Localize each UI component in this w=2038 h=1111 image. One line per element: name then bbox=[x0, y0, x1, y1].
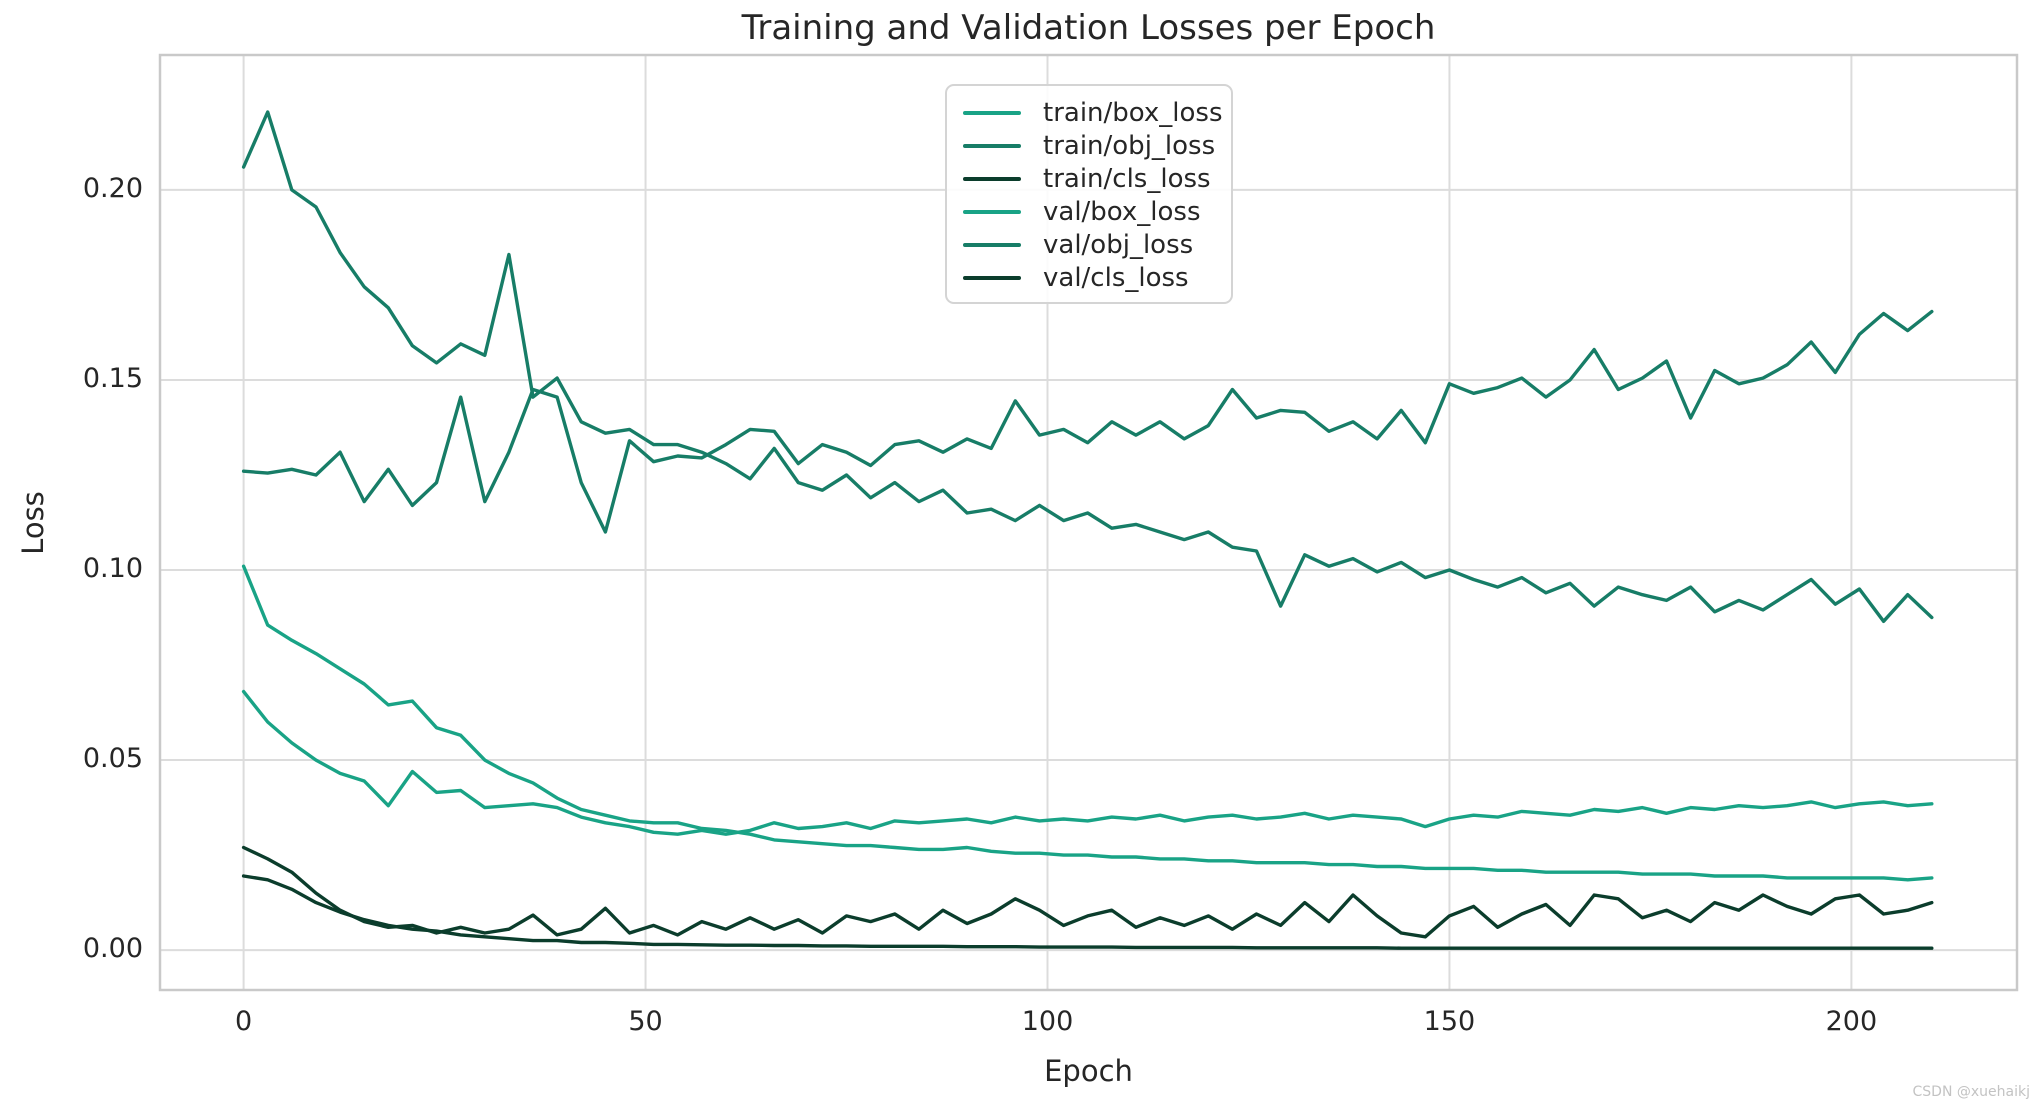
legend-swatch bbox=[963, 143, 1021, 148]
series-line-train-cls-loss bbox=[241, 874, 1934, 950]
legend-item-val-cls-loss: val/cls_loss bbox=[947, 261, 1231, 294]
x-tick-label: 100 bbox=[1021, 1006, 1074, 1037]
x-axis-label: Epoch bbox=[1044, 1054, 1133, 1088]
legend-label: train/cls_loss bbox=[1043, 163, 1211, 194]
y-tick-label: 0.20 bbox=[82, 172, 143, 204]
legend-label: train/obj_loss bbox=[1043, 130, 1216, 161]
legend-item-train-obj-loss: train/obj_loss bbox=[947, 129, 1231, 162]
legend-item-val-box-loss: val/box_loss bbox=[947, 195, 1231, 228]
series-line-val-obj-loss bbox=[241, 309, 1934, 534]
y-tick-label: 0.15 bbox=[82, 362, 143, 394]
series-line-train-obj-loss bbox=[241, 110, 1934, 623]
legend-swatch bbox=[963, 275, 1021, 280]
x-tick-label: 200 bbox=[1825, 1006, 1878, 1037]
legend-label: val/obj_loss bbox=[1043, 229, 1194, 260]
series-line-train-box-loss bbox=[241, 564, 1934, 882]
legend-item-train-box-loss: train/box_loss bbox=[947, 96, 1231, 129]
x-tick-label: 0 bbox=[235, 1006, 253, 1037]
legend-swatch bbox=[963, 242, 1021, 247]
legend-label: val/cls_loss bbox=[1043, 262, 1189, 293]
legend: train/box_loss train/obj_loss train/cls_lo… bbox=[945, 84, 1233, 304]
legend-swatch bbox=[963, 209, 1021, 214]
legend-item-val-obj-loss: val/obj_loss bbox=[947, 228, 1231, 261]
x-tick-label: 50 bbox=[628, 1006, 663, 1037]
legend-label: train/box_loss bbox=[1043, 97, 1223, 128]
legend-label: val/box_loss bbox=[1043, 196, 1201, 227]
series-line-val-box-loss bbox=[241, 689, 1934, 836]
y-tick-label: 0.00 bbox=[82, 933, 143, 965]
watermark: CSDN @xuehaikj bbox=[1912, 1084, 2030, 1100]
y-tick-label: 0.10 bbox=[82, 553, 143, 584]
legend-item-train-cls-loss: train/cls_loss bbox=[947, 162, 1231, 195]
legend-swatch bbox=[963, 176, 1021, 181]
axes-frame bbox=[158, 53, 2019, 992]
x-tick-label: 150 bbox=[1423, 1006, 1476, 1037]
series-line-val-cls-loss bbox=[241, 845, 1934, 939]
y-tick-label: 0.05 bbox=[82, 743, 143, 775]
chart-title: Training and Validation Losses per Epoch bbox=[741, 8, 1436, 48]
legend-swatch bbox=[963, 110, 1021, 115]
